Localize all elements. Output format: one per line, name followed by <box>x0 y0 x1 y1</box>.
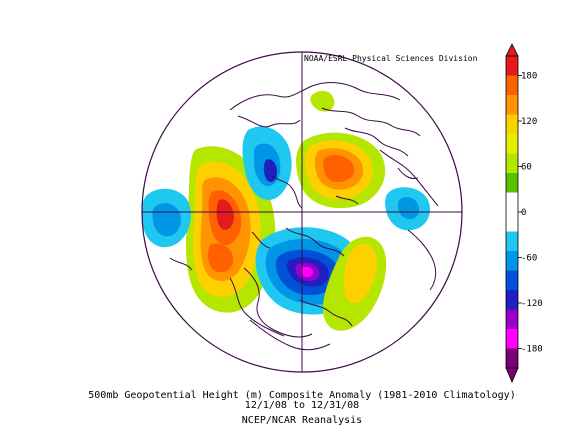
colorbar-segment <box>506 212 518 232</box>
colorbar-segment <box>506 114 518 135</box>
caption-period: 12/1/08 to 12/31/08 <box>245 400 359 411</box>
colorbar: 180 120 60 0 -60 -120 -180 <box>505 43 543 384</box>
colorbar-ticks: 180 120 60 0 -60 -120 -180 <box>518 72 543 355</box>
colorbar-tick-label: -120 <box>521 299 543 309</box>
positive-anomaly-small <box>310 90 335 112</box>
colorbar-tick-label: 0 <box>521 208 526 218</box>
colorbar-segment <box>506 173 518 193</box>
colorbar-segment <box>506 270 518 291</box>
colorbar-segment <box>506 290 518 310</box>
colorbar-tick-label: -180 <box>521 345 543 355</box>
colorbar-segment <box>506 153 518 174</box>
positive-anomaly-north <box>296 132 386 209</box>
caption-dataset: NCEP/NCAR Reanalysis <box>242 415 362 426</box>
colorbar-tick-label: 180 <box>521 72 537 82</box>
colorbar-segment <box>506 251 518 271</box>
colorbar-segments <box>505 55 519 369</box>
colorbar-segment <box>506 192 518 213</box>
globe-outline <box>141 51 463 373</box>
colorbar-segment <box>506 134 518 154</box>
colorbar-segment <box>506 348 518 369</box>
coastlines <box>169 82 439 351</box>
colorbar-segment <box>506 95 518 115</box>
positive-anomaly-east <box>322 236 387 331</box>
negative-anomaly-west <box>142 188 191 248</box>
negative-anomaly-central <box>242 126 292 200</box>
colorbar-segment <box>506 75 518 96</box>
colorbar-tick-label: 60 <box>521 163 532 173</box>
anomaly-field <box>142 90 431 331</box>
caption-title: 500mb Geopotential Height (m) Composite … <box>88 390 515 401</box>
colorbar-bottom-triangle <box>505 367 519 384</box>
colorbar-segment <box>506 231 518 252</box>
colorbar-top-triangle <box>505 43 519 57</box>
colorbar-segment <box>506 329 518 349</box>
colorbar-tick-label: -60 <box>521 254 537 264</box>
credit-label: NOAA/ESRL Physical Sciences Division <box>304 54 478 63</box>
colorbar-segment <box>506 309 518 330</box>
colorbar-tick-label: 120 <box>521 117 537 127</box>
negative-anomaly-east <box>385 187 431 231</box>
colorbar-segment <box>506 56 518 76</box>
